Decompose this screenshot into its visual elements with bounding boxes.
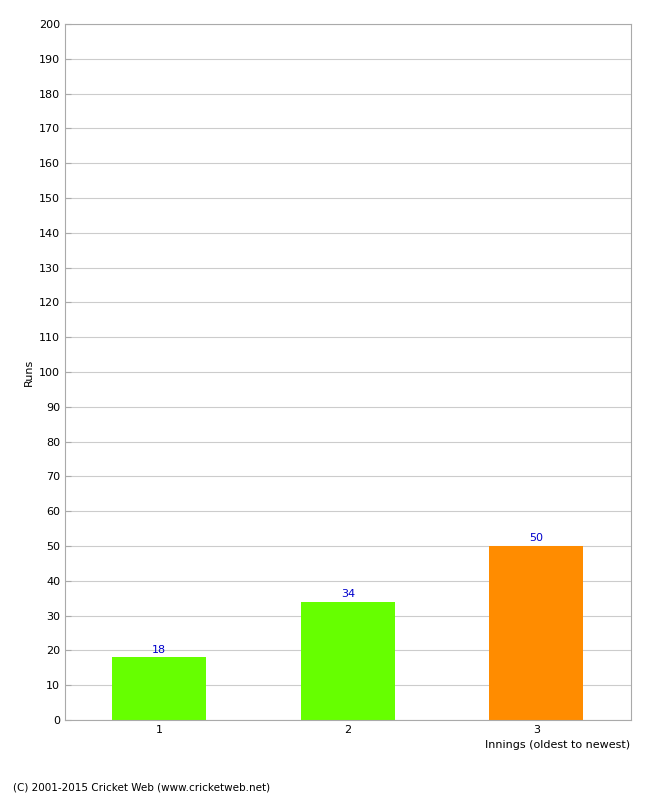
- Bar: [112, 658, 207, 720]
- Text: 50: 50: [529, 534, 543, 543]
- Bar: [489, 546, 584, 720]
- Y-axis label: Runs: Runs: [23, 358, 33, 386]
- Text: Innings (oldest to newest): Innings (oldest to newest): [486, 740, 630, 750]
- Text: (C) 2001-2015 Cricket Web (www.cricketweb.net): (C) 2001-2015 Cricket Web (www.cricketwe…: [13, 782, 270, 792]
- Text: 34: 34: [341, 589, 355, 599]
- Text: 18: 18: [152, 645, 166, 654]
- Bar: [300, 602, 395, 720]
